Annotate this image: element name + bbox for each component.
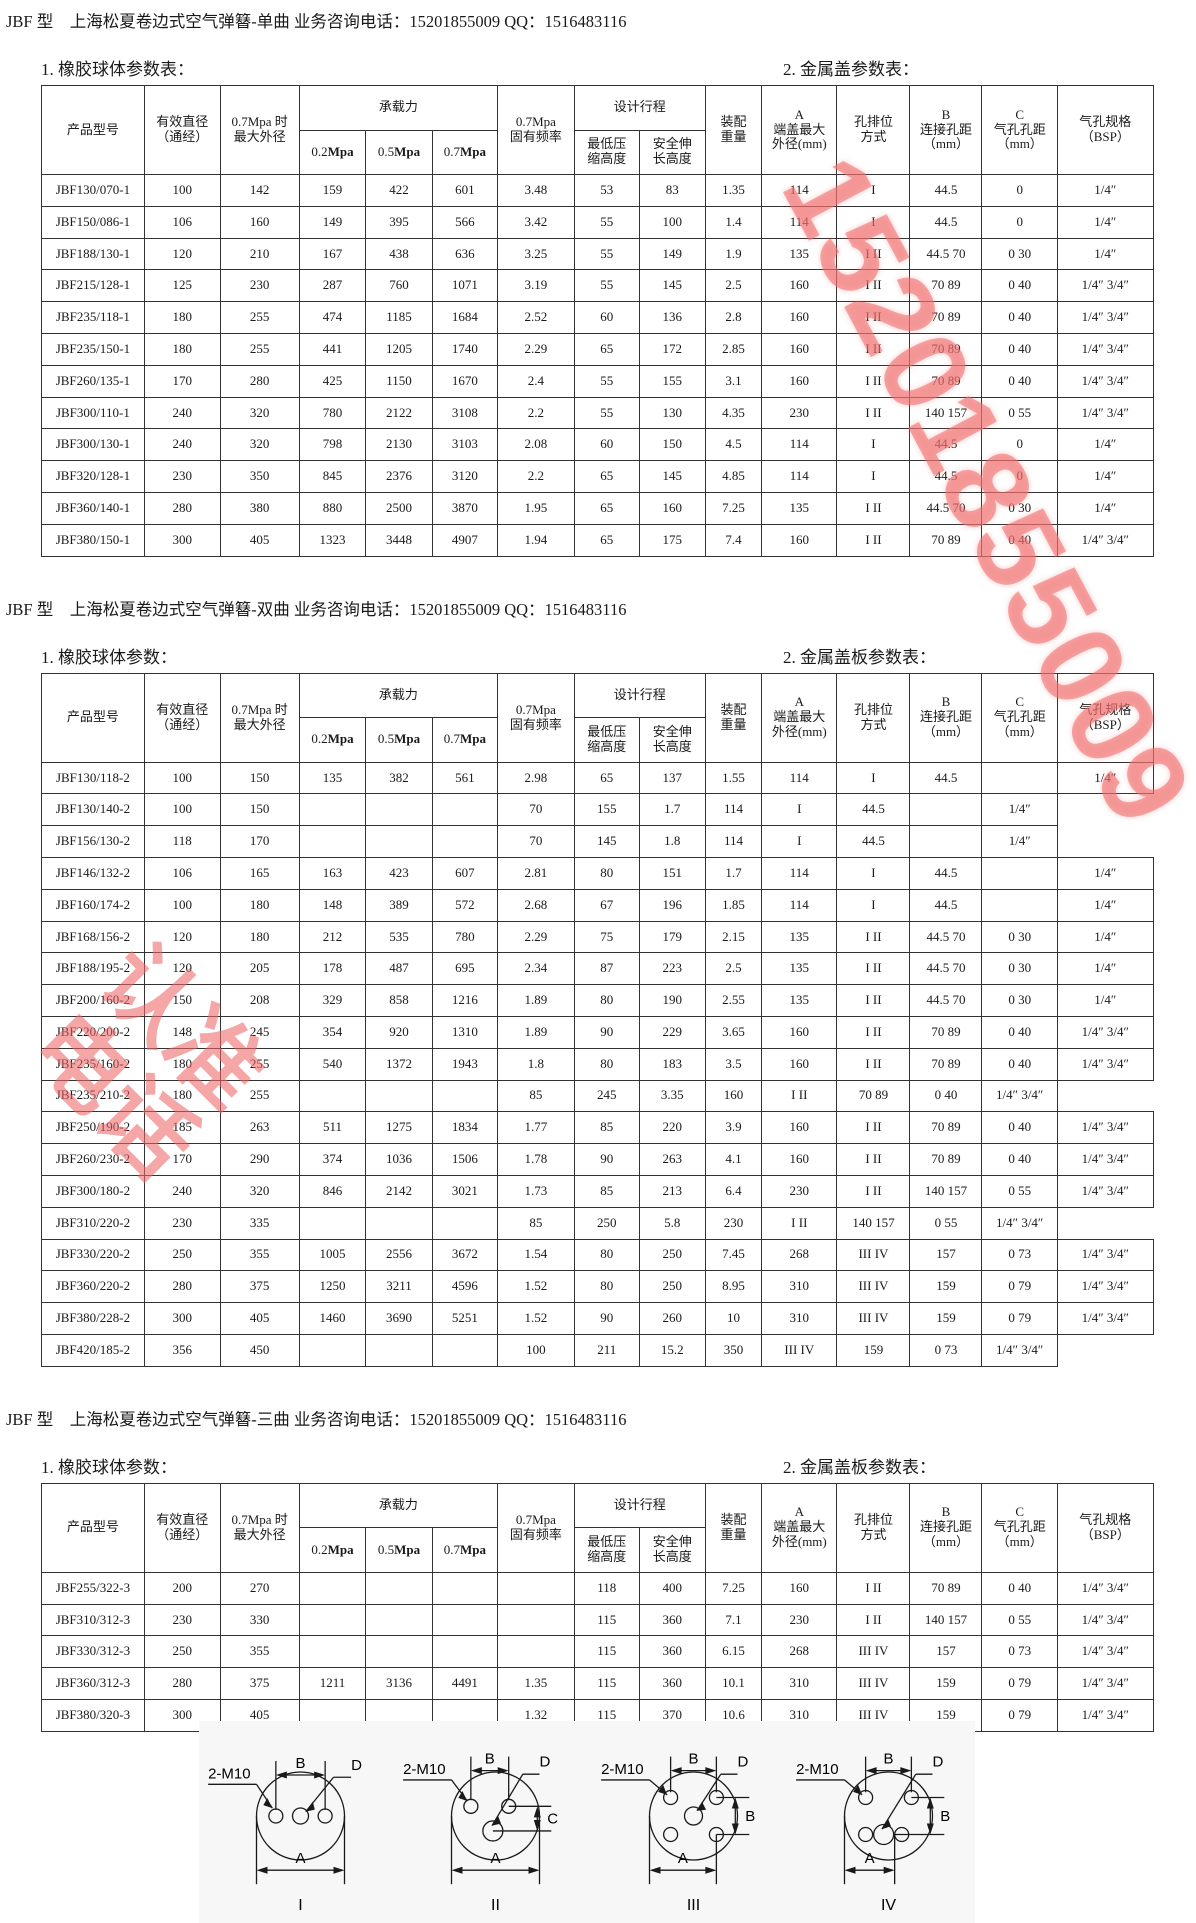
svg-text:D: D [539,1754,550,1771]
svg-text:II: II [491,1897,500,1914]
svg-text:III: III [686,1897,699,1914]
svg-text:A: A [490,1850,500,1867]
svg-text:2-M10: 2-M10 [208,1765,251,1782]
svg-text:A: A [677,1850,687,1867]
svg-text:D: D [351,1757,362,1774]
svg-text:C: C [547,1811,558,1828]
svg-text:D: D [737,1754,748,1771]
svg-text:D: D [932,1754,943,1771]
svg-text:B: B [883,1750,893,1767]
svg-text:2-M10: 2-M10 [403,1761,446,1778]
svg-text:B: B [745,1808,755,1825]
svg-text:B: B [940,1808,950,1825]
svg-text:A: A [864,1850,874,1867]
svg-text:A: A [295,1850,305,1867]
svg-text:IV: IV [880,1897,895,1914]
svg-text:B: B [484,1750,494,1767]
svg-text:2-M10: 2-M10 [601,1761,644,1778]
svg-text:2-M10: 2-M10 [796,1761,839,1778]
svg-text:B: B [688,1750,698,1767]
svg-text:B: B [295,1755,305,1772]
svg-text:I: I [298,1897,302,1914]
